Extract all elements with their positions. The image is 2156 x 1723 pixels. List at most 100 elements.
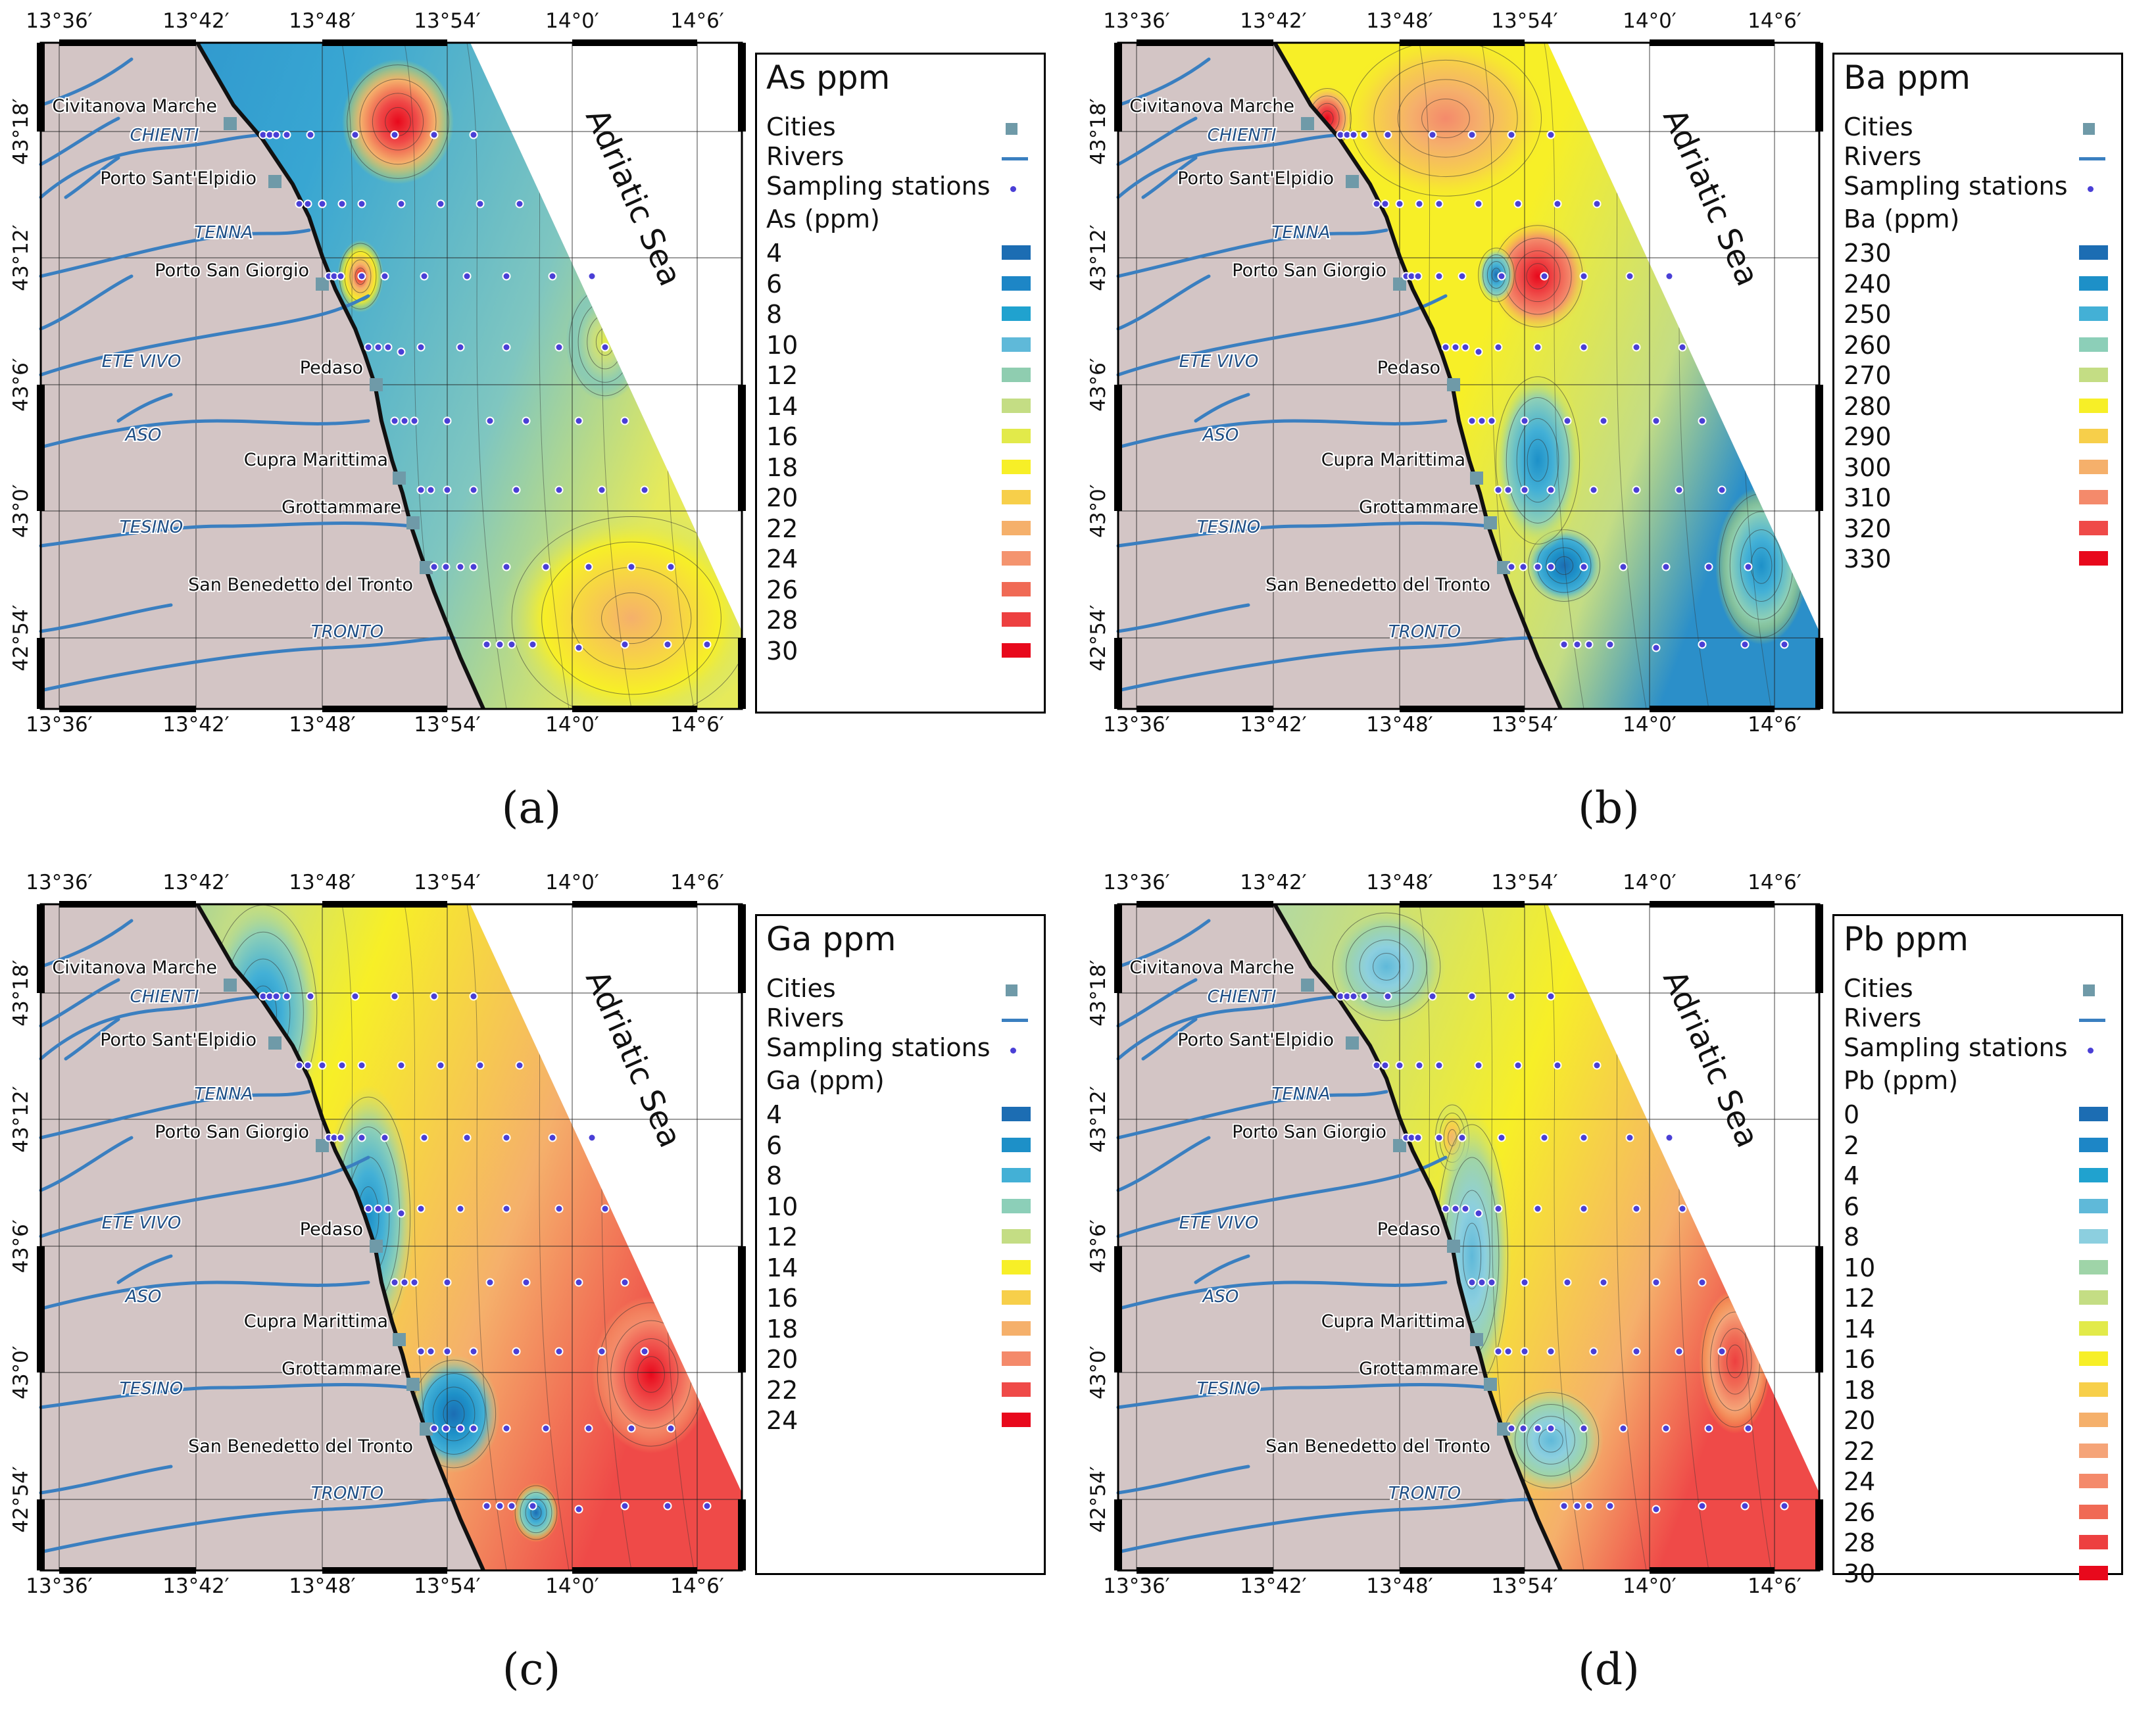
river-label: ETE VIVO — [1179, 352, 1259, 372]
legend-class-label: 250 — [1844, 300, 1892, 329]
legend-stations-label: Sampling stations — [766, 1033, 991, 1062]
river-line-icon — [2079, 1019, 2105, 1022]
sampling-station — [663, 1501, 672, 1511]
sampling-station — [1507, 1424, 1516, 1433]
sampling-station — [502, 1204, 511, 1213]
sampling-station — [303, 199, 312, 208]
sampling-station — [627, 562, 636, 571]
sampling-station — [1675, 485, 1684, 495]
sampling-station — [443, 416, 452, 425]
sampling-station — [1744, 562, 1753, 571]
legend-class-label: 240 — [1844, 269, 1892, 299]
sampling-station — [1504, 485, 1513, 495]
legend-color-swatch — [1002, 1351, 1031, 1366]
legend-class-label: 280 — [1844, 391, 1892, 421]
longitude-tick-label: 14°0′ — [1623, 1574, 1677, 1598]
legend-class-label: 14 — [766, 391, 798, 421]
sampling-station — [337, 1061, 347, 1070]
longitude-tick-label: 14°6′ — [1748, 871, 1801, 894]
city-label: Pedaso — [300, 1219, 363, 1240]
longitude-tick-label: 13°36′ — [1103, 713, 1169, 737]
river-line — [1116, 978, 1198, 1028]
legend-class-label: 10 — [766, 1192, 798, 1221]
legend-class-label: 18 — [766, 452, 798, 482]
sampling-station — [1513, 199, 1523, 208]
sampling-station — [1467, 130, 1477, 139]
sampling-station — [1441, 343, 1450, 352]
river-line — [39, 1465, 173, 1495]
legend-class-label: 20 — [766, 1345, 798, 1374]
city-marker — [1470, 1333, 1483, 1346]
sampling-station — [456, 343, 465, 352]
city-marker — [1484, 516, 1497, 529]
sampling-station — [1599, 1278, 1608, 1287]
sampling-station — [548, 272, 557, 281]
sampling-station — [1533, 1204, 1542, 1213]
sampling-station — [1540, 272, 1549, 281]
river-line — [1116, 1155, 1448, 1238]
sampling-station — [397, 1061, 406, 1070]
latitude-tick-label: 43°6′ — [9, 358, 33, 412]
sampling-station — [1474, 347, 1483, 356]
latitude-tick-label: 43°0′ — [1087, 1346, 1110, 1399]
sampling-station — [383, 1204, 393, 1213]
legend-color-swatch — [2079, 1351, 2108, 1366]
river-line — [1116, 133, 1341, 199]
legend-rivers-label: Rivers — [1844, 1004, 1922, 1032]
latitude-tick-label: 42°54′ — [1087, 604, 1110, 671]
sampling-station — [1395, 199, 1404, 208]
sampling-station — [1497, 1133, 1506, 1142]
legend-class-label: 4 — [1844, 1161, 1860, 1190]
sampling-station — [1605, 640, 1615, 649]
sampling-station — [420, 272, 429, 281]
city-marker — [393, 1333, 406, 1346]
sampling-station — [1665, 272, 1674, 281]
sampling-station — [597, 1347, 606, 1356]
sampling-station — [390, 992, 399, 1001]
sampling-station — [502, 343, 511, 352]
sampling-station — [1507, 992, 1516, 1001]
sampling-station — [1632, 1204, 1641, 1213]
legend-class-label: 22 — [1844, 1436, 1876, 1466]
latitude-tick-label: 42°54′ — [9, 1466, 33, 1532]
longitude-tick-label: 13°42′ — [1240, 713, 1306, 737]
city-marker — [1447, 378, 1460, 391]
city-label: San Benedetto del Tronto — [188, 1436, 413, 1457]
river-line — [1116, 1280, 1448, 1311]
city-label: Grottammare — [282, 1359, 401, 1379]
sampling-station — [522, 416, 531, 425]
legend-rivers-label: Rivers — [1844, 142, 1922, 171]
sampling-station — [1520, 1347, 1529, 1356]
sampling-station — [380, 1133, 389, 1142]
sampling-station — [1632, 485, 1641, 495]
city-label: Cupra Marittima — [1321, 1311, 1465, 1332]
sampling-station — [663, 640, 672, 649]
legend-class-label: 22 — [766, 1375, 798, 1405]
longitude-tick-label: 13°48′ — [289, 9, 355, 33]
city-marker — [268, 1036, 282, 1050]
longitude-tick-label: 13°42′ — [1240, 9, 1306, 33]
city-marker — [406, 516, 420, 529]
river-line — [39, 419, 370, 449]
sampling-station — [541, 562, 551, 571]
sampling-station — [456, 562, 465, 571]
sampling-station — [1381, 1061, 1390, 1070]
sampling-station — [429, 130, 439, 139]
sampling-station — [357, 1133, 366, 1142]
city-label: Porto San Giorgio — [1232, 1122, 1386, 1142]
sampling-station — [1428, 992, 1437, 1001]
sampling-station — [574, 416, 583, 425]
latitude-tick-label: 43°12′ — [9, 224, 33, 291]
sampling-station — [554, 343, 564, 352]
river-line — [1141, 1017, 1198, 1061]
sampling-station — [416, 343, 426, 352]
city-marker — [1447, 1240, 1460, 1253]
sampling-station — [1546, 1424, 1556, 1433]
legend-color-swatch — [2079, 1565, 2108, 1580]
legend-class-label: 30 — [766, 636, 798, 666]
panel-label: (d) — [1578, 1644, 1640, 1695]
sampling-station — [485, 416, 495, 425]
sampling-station — [554, 1347, 564, 1356]
sampling-station — [469, 485, 478, 495]
sampling-station — [512, 1347, 521, 1356]
